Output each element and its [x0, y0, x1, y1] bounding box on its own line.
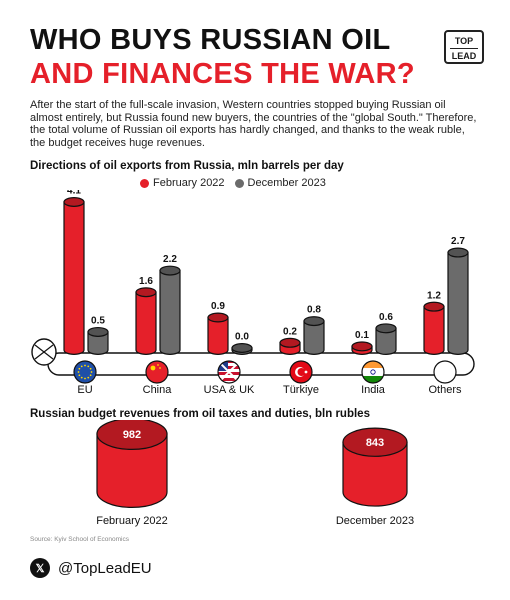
bar-dec-2023-1: [159, 265, 181, 355]
revenue-label: 843: [366, 437, 384, 449]
bar-dec-2023-0: [87, 326, 109, 355]
legend-gray-dot: [234, 178, 244, 188]
usa-uk-flag-icon: [217, 360, 241, 384]
source-note: Source: Kyiv School of Economics: [30, 536, 129, 543]
bar-feb-2022-4: [351, 341, 373, 355]
bar-dec-2023-2: [231, 343, 253, 355]
bar-feb-2022-2: [207, 312, 229, 355]
logo-bottom-text: LEAD: [451, 51, 477, 61]
category-label: India: [361, 384, 386, 396]
data-label: 0.6: [379, 312, 393, 323]
logo-top-text: TOP: [454, 36, 474, 46]
legend-item-dec-2023: December 2023: [234, 177, 326, 189]
bar-feb-2022-3: [279, 337, 301, 355]
revenue-cylinder-0: [96, 420, 168, 508]
revenue-category: December 2023: [336, 515, 414, 527]
revenues-chart-title: Russian budget revenues from oil taxes a…: [30, 408, 370, 420]
turkiye-flag-icon: [289, 360, 313, 384]
category-label: EU: [77, 384, 92, 396]
data-label: 0.5: [91, 316, 105, 327]
intro-paragraph: After the start of the full-scale invasi…: [30, 99, 477, 149]
bar-feb-2022-1: [135, 287, 157, 355]
eu-flag-icon: [73, 360, 97, 384]
category-label: USA & UK: [204, 384, 255, 396]
data-label: 0.0: [235, 332, 249, 343]
india-flag-icon: [361, 360, 385, 384]
legend-red-dot: [140, 178, 149, 188]
data-label: 4.1: [67, 190, 81, 197]
china-flag-icon: [145, 360, 169, 384]
data-label: 0.1: [355, 330, 369, 341]
data-label: 1.6: [139, 276, 153, 287]
data-label: 2.2: [163, 254, 177, 265]
legend-item-feb-2022: February 2022: [140, 177, 225, 189]
bar-feb-2022-0: [63, 196, 85, 355]
category-label: China: [143, 384, 173, 396]
revenue-label: 982: [123, 429, 141, 441]
data-label: 1.2: [427, 290, 441, 301]
exports-legend: February 2022 December 2023: [140, 177, 336, 189]
data-label: 0.9: [211, 301, 225, 312]
category-label: Türkiye: [283, 384, 319, 396]
data-label: 0.8: [307, 305, 321, 316]
blank-circle-icon: [433, 360, 457, 384]
bar-dec-2023-4: [375, 323, 397, 355]
revenue-cylinder-1: [342, 427, 408, 507]
handle-text: @TopLeadEU: [58, 559, 152, 577]
bar-dec-2023-3: [303, 316, 325, 355]
bar-dec-2023-5: [447, 247, 469, 355]
exports-chart: 4.1 0.5 EU 1.6 2.2 China 0.9 0.0 USA & UK 0.2 0.8 T…: [31, 190, 475, 396]
revenue-category: February 2022: [96, 515, 168, 527]
title-line-2: AND FINANCES THE WAR?: [30, 58, 415, 90]
data-label: 2.7: [451, 236, 465, 247]
data-label: 0.2: [283, 326, 297, 337]
legend-label-dec-2023: December 2023: [247, 177, 326, 189]
legend-label-feb-2022: February 2022: [153, 177, 225, 189]
exports-chart-title: Directions of oil exports from Russia, m…: [30, 160, 344, 172]
social-handle[interactable]: 𝕏 @TopLeadEU: [30, 558, 152, 578]
revenues-chart: 982 February 2022 843 December 2023: [96, 420, 414, 527]
category-label: Others: [428, 384, 462, 396]
bar-feb-2022-5: [423, 301, 445, 355]
x-logo-icon: 𝕏: [30, 558, 50, 578]
title-line-1: WHO BUYS RUSSIAN OIL: [30, 24, 391, 56]
top-lead-logo: TOP LEAD: [444, 30, 484, 64]
